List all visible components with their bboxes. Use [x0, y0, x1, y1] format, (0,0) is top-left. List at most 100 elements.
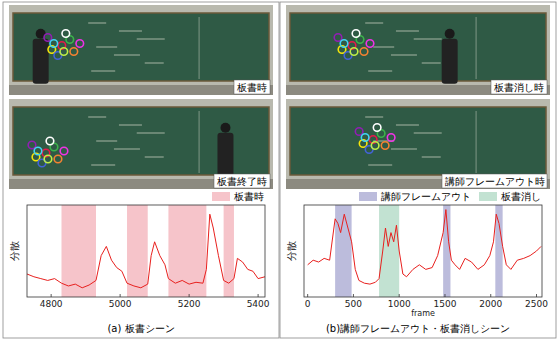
gaze-point — [60, 48, 68, 56]
photo-background — [9, 99, 273, 189]
chalk-writing — [365, 117, 383, 118]
panel-frame — [280, 2, 556, 338]
gaze-point — [34, 147, 42, 155]
teacher-body — [442, 39, 458, 84]
x-tick-label: 2500 — [525, 299, 548, 309]
photo-label: 講師フレームアウト時 — [445, 176, 545, 187]
x-tick-label: 0 — [305, 299, 311, 309]
chalk-writing — [88, 117, 106, 118]
x-tick — [189, 294, 190, 297]
x-tick — [307, 294, 308, 297]
legend-swatch — [479, 192, 497, 201]
region — [379, 205, 399, 297]
chalk-writing — [391, 149, 417, 150]
chalk-writing — [365, 23, 383, 24]
legend-label: 板書時 — [233, 191, 264, 202]
x-tick-label: 1000 — [388, 299, 411, 309]
teacher-head — [220, 123, 230, 133]
gaze-point — [50, 40, 58, 48]
chalk-writing — [145, 63, 164, 64]
x-tick — [490, 294, 491, 297]
gaze-point — [387, 134, 395, 142]
region — [61, 205, 95, 297]
chalk-writing — [396, 31, 419, 32]
gaze-point — [60, 147, 68, 155]
x-tick-label: 4800 — [40, 299, 63, 309]
gaze-point — [371, 142, 379, 150]
x-tick — [120, 294, 121, 297]
chalk-writing — [414, 39, 442, 40]
caption: (a) 板書シーン — [107, 323, 174, 334]
gaze-point — [54, 155, 62, 163]
chalk-writing — [96, 47, 117, 48]
x-tick-label: 1500 — [434, 299, 457, 309]
gaze-point — [340, 40, 348, 48]
chalk-writing — [373, 47, 394, 48]
photo-label: 板書消し時 — [493, 82, 544, 93]
axis-frame — [27, 205, 265, 297]
teacher-body — [33, 39, 49, 84]
chalk-line — [476, 17, 477, 79]
panel-frame — [3, 2, 279, 338]
gaze-point — [44, 34, 52, 42]
blackboard — [290, 13, 546, 81]
chalk-writing — [422, 157, 441, 158]
gaze-point — [352, 30, 360, 38]
chalk-writing — [368, 71, 392, 72]
chalk-line — [476, 111, 477, 173]
gaze-point — [366, 40, 374, 48]
gaze-point — [334, 34, 342, 42]
photo-background — [286, 5, 550, 95]
chalk-writing — [114, 55, 140, 56]
gaze-point — [44, 155, 52, 163]
photo-label-box — [491, 80, 547, 94]
photo-label: 板書時 — [236, 82, 267, 93]
x-tick-label: 5000 — [109, 299, 132, 309]
axis-frame — [304, 205, 542, 297]
region — [495, 205, 502, 297]
gaze-point — [28, 141, 36, 149]
chalk-writing — [137, 39, 165, 40]
gaze-point — [355, 128, 363, 136]
chalk-writing — [414, 133, 442, 134]
chalk-writing — [114, 149, 140, 150]
x-tick — [353, 294, 354, 297]
chalk-writing — [368, 165, 392, 166]
chalk-line — [199, 17, 200, 79]
chalk-writing — [396, 125, 419, 126]
x-tick-label: 500 — [345, 299, 362, 309]
x-tick-label: 2000 — [479, 299, 502, 309]
chalk-writing — [119, 125, 142, 126]
blackboard — [13, 13, 269, 81]
x-tick — [399, 294, 400, 297]
x-tick — [536, 294, 537, 297]
gaze-point — [70, 48, 78, 56]
caption: (b)講師フレームアウト・板書消しシーン — [326, 323, 510, 334]
x-tick — [51, 294, 52, 297]
x-tick-label: 5400 — [247, 299, 270, 309]
x-tick-label: 5200 — [178, 299, 201, 309]
gaze-point — [361, 134, 369, 142]
chalk-writing — [91, 71, 115, 72]
panel: 板書時板書終了時4800500052005400分散(a) 板書シーン板書時 — [3, 2, 279, 338]
teacher-body — [217, 133, 233, 178]
chalk-writing — [91, 165, 115, 166]
photo-label: 板書終了時 — [216, 176, 267, 187]
legend-swatch — [359, 192, 377, 201]
legend-label: 講師フレームアウト — [381, 191, 471, 202]
gaze-point — [360, 48, 368, 56]
chalk-writing — [391, 55, 417, 56]
legend-swatch — [212, 192, 230, 201]
gaze-point — [76, 40, 84, 48]
chalk-writing — [119, 31, 142, 32]
plot-background — [304, 205, 542, 297]
blackboard — [290, 107, 546, 175]
teacher-head — [445, 29, 455, 39]
plot-background — [27, 205, 265, 297]
plot-area — [27, 205, 265, 297]
legend-label: 板書消し — [500, 191, 541, 202]
photo-label-box — [234, 80, 270, 94]
series-line — [308, 210, 541, 285]
x-axis-title: frame — [411, 309, 435, 318]
gaze-point — [373, 124, 381, 132]
